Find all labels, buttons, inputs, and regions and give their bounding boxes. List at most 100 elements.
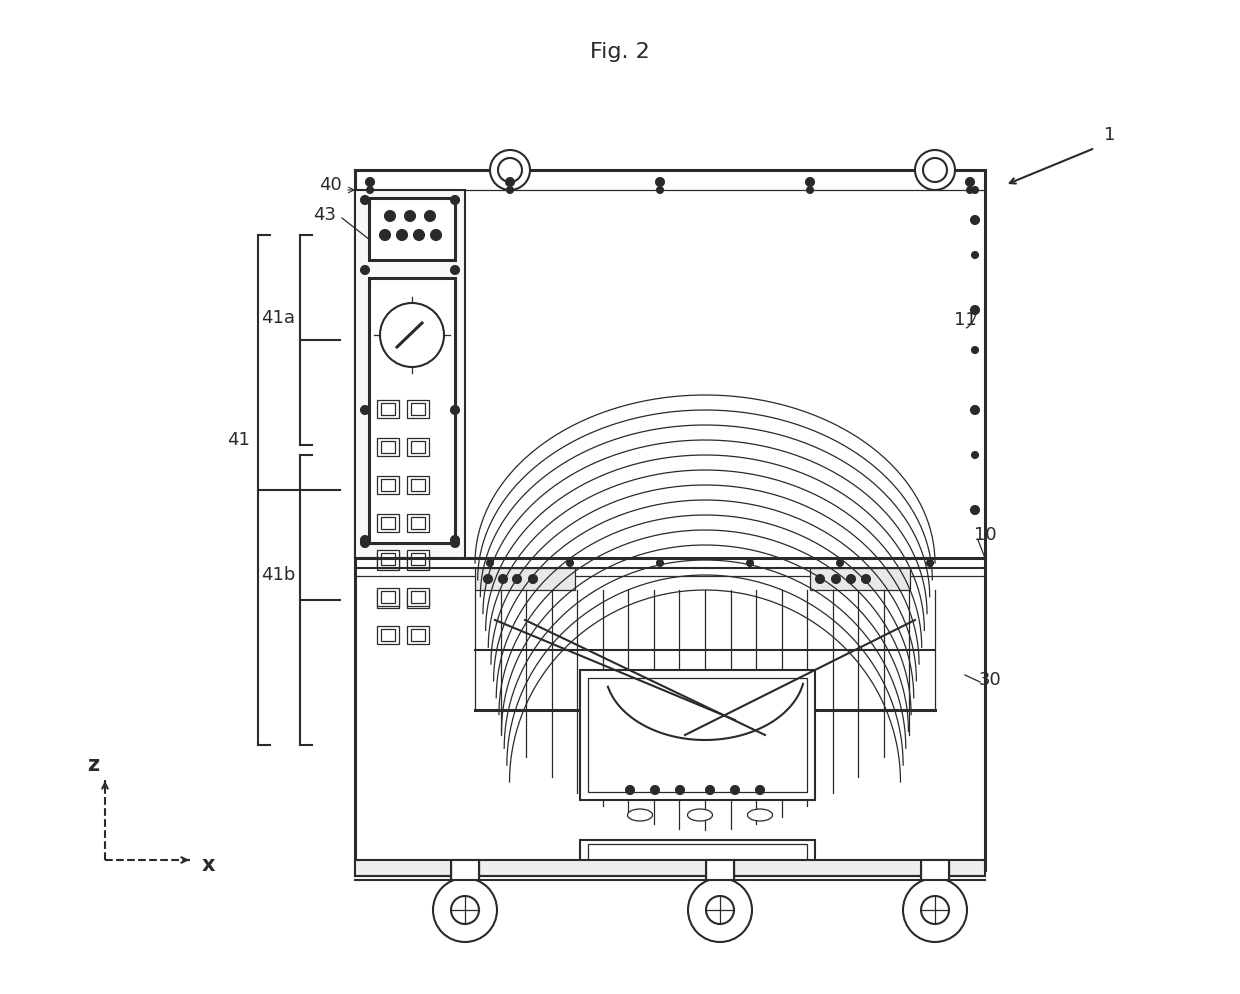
Circle shape	[498, 575, 507, 583]
Circle shape	[706, 896, 734, 924]
Bar	[377, 550, 399, 568]
Bar	[407, 438, 429, 456]
Bar	[407, 590, 429, 608]
Circle shape	[971, 406, 980, 414]
Bar	[381, 629, 396, 641]
Circle shape	[451, 896, 479, 924]
Text: 43: 43	[314, 206, 336, 224]
Circle shape	[626, 786, 634, 794]
Circle shape	[971, 306, 980, 314]
Bar	[921, 860, 949, 880]
Bar	[377, 626, 399, 644]
Circle shape	[451, 196, 459, 204]
Text: 11: 11	[954, 311, 976, 329]
Circle shape	[506, 178, 515, 186]
Circle shape	[451, 539, 459, 547]
Bar	[377, 438, 399, 456]
Circle shape	[915, 150, 955, 190]
Bar	[588, 844, 807, 861]
Bar	[377, 514, 399, 532]
Circle shape	[397, 230, 407, 240]
Bar	[407, 550, 429, 568]
Bar	[410, 553, 425, 565]
Circle shape	[972, 187, 978, 193]
Text: 41: 41	[227, 431, 249, 449]
Circle shape	[567, 560, 573, 566]
Bar	[370, 198, 455, 260]
Circle shape	[487, 560, 494, 566]
Bar	[580, 670, 815, 800]
Circle shape	[967, 187, 973, 193]
Bar	[407, 626, 429, 644]
Circle shape	[688, 878, 751, 942]
Text: z: z	[87, 755, 99, 775]
Circle shape	[432, 230, 441, 240]
Bar	[381, 593, 396, 605]
Circle shape	[361, 406, 370, 414]
Ellipse shape	[748, 809, 773, 821]
Bar	[410, 517, 425, 529]
Circle shape	[807, 187, 813, 193]
Circle shape	[971, 506, 980, 514]
Bar	[407, 514, 429, 532]
Bar	[810, 568, 910, 590]
Bar	[377, 476, 399, 494]
Text: Fig. 2: Fig. 2	[590, 42, 650, 62]
Circle shape	[451, 406, 459, 414]
Bar	[355, 860, 985, 876]
Circle shape	[507, 187, 513, 193]
Bar	[580, 840, 815, 865]
Circle shape	[361, 266, 370, 274]
Circle shape	[484, 575, 492, 583]
Circle shape	[425, 211, 435, 221]
Text: x: x	[201, 855, 215, 875]
Bar	[381, 441, 396, 453]
Circle shape	[816, 575, 825, 583]
Text: 10: 10	[973, 526, 996, 544]
Bar	[588, 678, 807, 792]
Circle shape	[756, 786, 764, 794]
Text: 40: 40	[319, 176, 341, 194]
Circle shape	[657, 187, 663, 193]
Bar	[475, 568, 575, 590]
Bar	[410, 593, 425, 605]
Bar	[407, 588, 429, 606]
Bar	[355, 170, 985, 870]
Circle shape	[414, 230, 424, 240]
Circle shape	[923, 158, 947, 182]
Circle shape	[651, 786, 658, 794]
Bar	[407, 552, 429, 570]
Circle shape	[966, 178, 973, 186]
Circle shape	[529, 575, 537, 583]
Circle shape	[367, 187, 373, 193]
Circle shape	[676, 786, 684, 794]
Circle shape	[972, 347, 978, 353]
Circle shape	[732, 786, 739, 794]
Bar	[355, 190, 465, 558]
Circle shape	[806, 178, 813, 186]
Circle shape	[384, 211, 396, 221]
Circle shape	[379, 230, 391, 240]
Text: 41b: 41b	[260, 566, 295, 584]
Bar	[377, 400, 399, 418]
Circle shape	[379, 303, 444, 367]
Circle shape	[513, 575, 521, 583]
Bar	[381, 591, 396, 603]
Bar	[410, 591, 425, 603]
Circle shape	[498, 158, 522, 182]
Ellipse shape	[627, 809, 652, 821]
Circle shape	[903, 878, 967, 942]
Bar	[410, 555, 425, 567]
Text: 1: 1	[1105, 126, 1116, 144]
Bar	[381, 553, 396, 565]
Ellipse shape	[687, 809, 713, 821]
Text: 30: 30	[978, 671, 1002, 689]
Circle shape	[361, 196, 370, 204]
Bar	[381, 555, 396, 567]
Bar	[381, 403, 396, 415]
Circle shape	[928, 560, 932, 566]
Bar	[377, 588, 399, 606]
Circle shape	[656, 178, 663, 186]
Bar	[410, 403, 425, 415]
Circle shape	[862, 575, 870, 583]
